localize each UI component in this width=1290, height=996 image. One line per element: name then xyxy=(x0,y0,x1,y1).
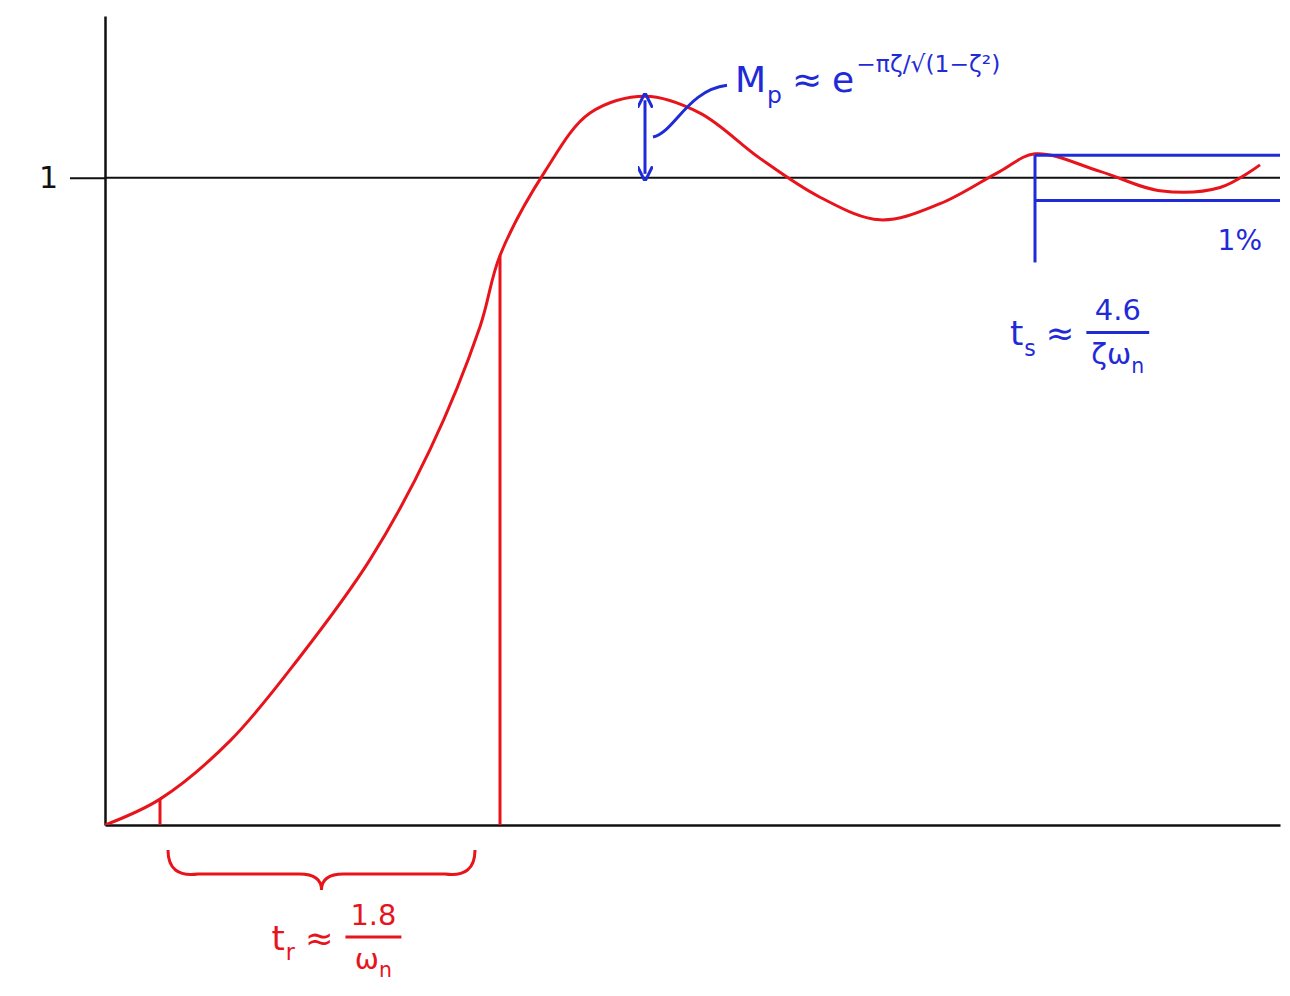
rise-time-marker xyxy=(499,255,502,825)
y-axis-line xyxy=(104,17,107,826)
fraction-bar xyxy=(345,936,401,939)
rise-time-marker xyxy=(159,799,162,825)
fraction-denominator: ωn xyxy=(355,942,392,983)
formula-exponent: −πζ/√(1−ζ²) xyxy=(856,50,1000,78)
y-axis: 1 xyxy=(39,17,106,826)
denominator-subscript: n xyxy=(1131,354,1144,378)
formula-subscript: s xyxy=(1024,335,1036,361)
overshoot-arrow xyxy=(644,100,647,174)
annotations: tr≈1.8ωnMp≈e−πζ/√(1−ζ²)1%ts≈4.6ζωn xyxy=(168,50,1262,982)
y-tick-mark xyxy=(70,177,105,179)
formula-symbol: t xyxy=(1010,313,1023,353)
x-axis-line xyxy=(106,824,1281,827)
plot-area xyxy=(105,96,1280,825)
settling-time-label: ts ≈4.6 ζωn xyxy=(1010,293,1149,378)
y-tick: 1 xyxy=(39,160,105,195)
fraction-numerator: 1.8 xyxy=(350,898,396,932)
formula-symbol: M xyxy=(735,59,766,100)
denominator-main: ζω xyxy=(1091,337,1131,371)
formula-symbol: t xyxy=(272,918,285,958)
fraction-numerator: 4.6 xyxy=(1095,293,1141,327)
chart-svg: 1tr≈1.8ωnMp≈e−πζ/√(1−ζ²)1%ts≈4.6ζωn xyxy=(0,0,1290,996)
settling-band-line xyxy=(1035,199,1280,202)
settling-band-label: 1% xyxy=(1218,224,1262,257)
fraction-denominator: ζωn xyxy=(1091,337,1144,378)
grid-line xyxy=(105,177,1280,179)
y-tick-label: 1 xyxy=(39,160,58,195)
grid xyxy=(105,177,1280,178)
chart-container: 1tr≈1.8ωnMp≈e−πζ/√(1−ζ²)1%ts≈4.6ζωn xyxy=(0,0,1290,996)
overshoot-label-text: Mp ≈e−πζ/√(1−ζ²) xyxy=(735,50,1000,109)
x-axis xyxy=(106,825,1281,826)
formula-relation: ≈ xyxy=(792,59,822,100)
settling-time-marker xyxy=(1034,155,1037,262)
formula-relation: ≈ xyxy=(305,918,334,958)
denominator-main: ω xyxy=(355,942,379,976)
formula-subscript: p xyxy=(767,81,782,109)
overshoot-label: Mp ≈e−πζ/√(1−ζ²) xyxy=(735,50,1000,109)
formula-subscript: r xyxy=(286,939,296,965)
settling-time-label-text: ts ≈ xyxy=(1010,313,1074,360)
denominator-subscript: n xyxy=(379,958,392,982)
formula-relation: ≈ xyxy=(1046,313,1075,353)
rise-time-brace xyxy=(168,850,475,890)
settling-band-line xyxy=(1035,154,1280,157)
fraction-bar xyxy=(1086,331,1149,334)
rise-time-label-text: tr ≈ xyxy=(272,918,334,965)
formula-base: e xyxy=(832,59,854,100)
rise-time-label: tr ≈1.8 ωn xyxy=(272,898,402,983)
overshoot-leader xyxy=(653,85,727,137)
response-curve xyxy=(105,96,1260,825)
